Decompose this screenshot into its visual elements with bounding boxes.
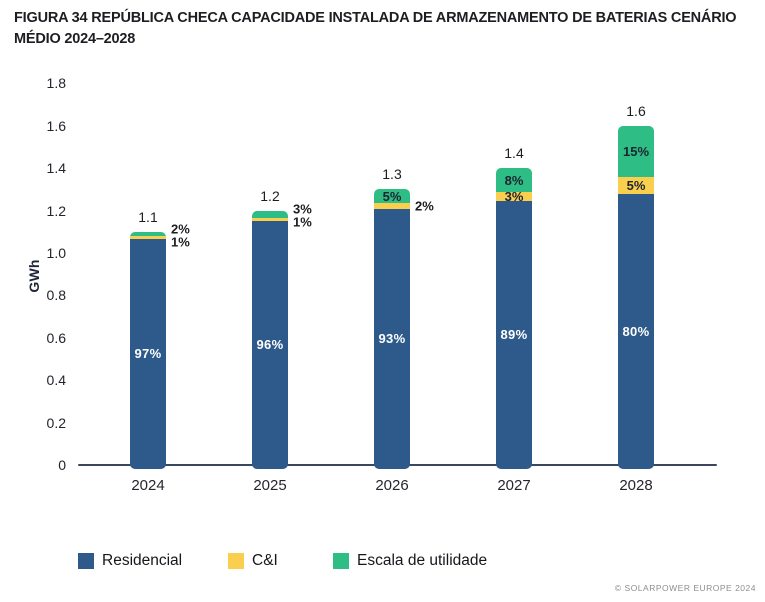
y-tick-label: 0.6: [46, 329, 66, 346]
x-category-label: 2026: [375, 477, 409, 494]
segment-label-utility: 5%: [382, 189, 402, 204]
bar-segment-residential: 93%: [374, 208, 410, 469]
bar-segment-utility: 5%: [374, 189, 410, 204]
bar-stack-2026: 5% 93%: [374, 189, 410, 469]
bar-segment-ci: [374, 203, 410, 209]
figure-title-line2: MÉDIO 2024–2028: [14, 31, 136, 47]
bar-segment-residential: 97%: [130, 238, 166, 469]
segment-label-residential: 89%: [500, 327, 528, 343]
outside-label-utility: 2%: [171, 221, 190, 237]
y-tick-label: 1.6: [46, 117, 66, 134]
legend-swatch-ci: [228, 553, 244, 569]
segment-label-utility: 8%: [504, 172, 524, 188]
figure-title: FIGURA 34 REPÚBLICA CHECA CAPACIDADE INS…: [14, 8, 758, 50]
segment-label-ci: 3%: [504, 188, 524, 204]
legend-item-ci: C&I: [228, 552, 278, 570]
bar-segment-ci: [130, 236, 166, 239]
legend-label: Escala de utilidade: [357, 552, 488, 569]
copyright-credit: © SOLARPOWER EUROPE 2024: [614, 583, 756, 593]
figure-title-line1: FIGURA 34 REPÚBLICA CHECA CAPACIDADE INS…: [14, 10, 737, 26]
bar-total-label: 1.1: [138, 208, 158, 225]
y-tick-label: 1.4: [46, 160, 66, 177]
outside-label-ci: 1%: [171, 234, 190, 250]
y-tick-label: 0.4: [46, 372, 66, 389]
bar-segment-residential: 80%: [618, 193, 654, 469]
bar-segment-utility: 8%: [496, 168, 532, 192]
bar-segment-utility: 15%: [618, 125, 654, 177]
outside-label-ci: 2%: [415, 198, 434, 214]
outside-label-utility: 3%: [293, 201, 312, 217]
y-tick-label: 0.2: [46, 414, 66, 431]
segment-label-residential: 80%: [622, 323, 650, 339]
bar-segment-residential: 89%: [496, 200, 532, 469]
bar-stack-2027: 8% 3% 89%: [496, 168, 532, 469]
legend-item-residential: Residencial: [78, 552, 182, 570]
bar-total-label: 1.4: [504, 145, 524, 162]
outside-label-ci: 1%: [293, 214, 312, 230]
legend-swatch-utility: [333, 553, 349, 569]
x-category-label: 2027: [497, 477, 531, 494]
segment-label-residential: 97%: [134, 346, 162, 362]
segment-label-utility: 15%: [622, 143, 650, 159]
bar-total-label: 1.3: [382, 166, 402, 183]
bar-segment-residential: 96%: [252, 220, 288, 469]
bar-total-label: 1.2: [260, 187, 280, 204]
bar-stack-2025: 96%: [252, 210, 288, 469]
bar-segment-utility: [252, 210, 288, 219]
legend-swatch-residential: [78, 553, 94, 569]
x-category-label: 2028: [619, 477, 653, 494]
bar-stack-2024: 97%: [130, 231, 166, 469]
bar-segment-ci: [252, 218, 288, 221]
segment-label-ci: 5%: [626, 177, 646, 193]
segment-label-residential: 96%: [256, 337, 284, 353]
x-category-label: 2025: [253, 477, 287, 494]
y-tick-label: 0.8: [46, 287, 66, 304]
legend-label: Residencial: [102, 552, 183, 569]
y-tick-label: 1.2: [46, 202, 66, 219]
y-tick-label: 1.0: [46, 245, 66, 261]
y-tick-label: 0: [58, 457, 66, 473]
legend-item-utility: Escala de utilidade: [333, 552, 487, 570]
legend-label: C&I: [252, 552, 278, 569]
bar-segment-utility: [130, 231, 166, 237]
x-category-label: 2024: [131, 477, 165, 494]
bar-stack-2028: 15% 5% 80%: [618, 125, 654, 469]
bar-segment-ci: 3%: [496, 188, 532, 204]
segment-label-residential: 93%: [378, 331, 406, 347]
y-tick-label: 1.8: [46, 75, 66, 92]
bar-segment-ci: 5%: [618, 176, 654, 194]
bar-total-label: 1.6: [626, 102, 646, 119]
